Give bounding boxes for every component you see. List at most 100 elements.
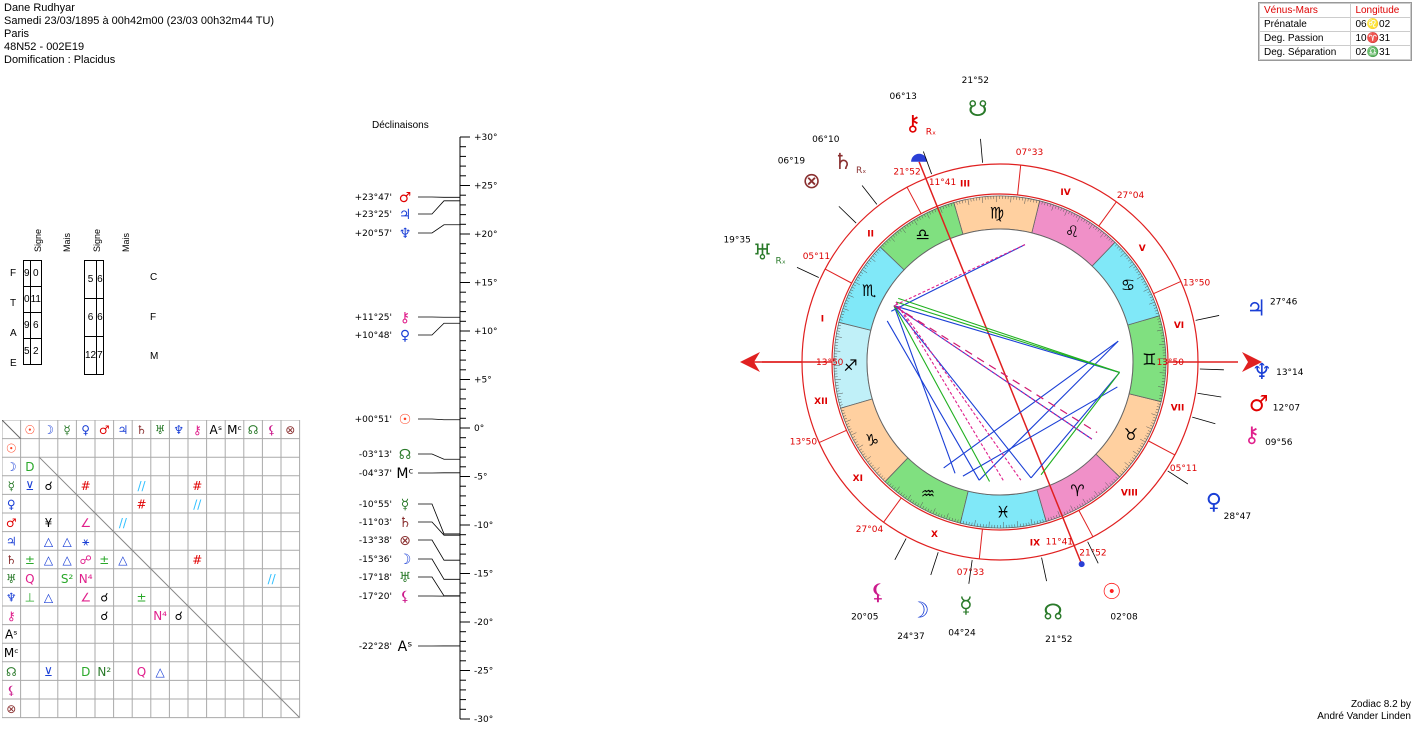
aspect-symbol: ∠ xyxy=(80,590,91,604)
declination-value: -13°38' xyxy=(359,536,392,546)
degree-tick xyxy=(837,327,841,329)
planet-leader xyxy=(1195,315,1220,321)
declination-value: -10°55' xyxy=(359,500,392,510)
degree-tick xyxy=(1137,273,1141,276)
planet-glyph: ⚷ xyxy=(1244,423,1260,448)
degree-tick xyxy=(894,233,898,236)
house-cusp xyxy=(906,186,922,214)
degree-tick xyxy=(864,455,867,458)
degree-tick xyxy=(1069,509,1071,513)
degree-tick xyxy=(1136,275,1143,280)
degree-tick xyxy=(1091,496,1094,500)
degree-tick xyxy=(1147,291,1151,293)
degree-tick xyxy=(838,322,845,324)
aspect-symbol: ⊻ xyxy=(44,665,53,679)
degree-tick xyxy=(874,467,880,472)
aspect-col-glyph: ☿ xyxy=(63,423,70,437)
degree-tick xyxy=(839,319,843,321)
aspect-line xyxy=(898,297,1120,373)
degree-tick xyxy=(878,248,881,252)
degree-tick xyxy=(916,218,919,222)
degree-tick xyxy=(860,450,864,454)
degree-tick xyxy=(924,507,927,511)
degree-tick xyxy=(1092,225,1096,229)
degree-tick xyxy=(840,316,844,318)
birth-datetime: Samedi 23/03/1895 à 00h42m00 (23/03 00h3… xyxy=(4,15,275,27)
aspect-col-glyph: ☉ xyxy=(25,423,36,437)
scale-label: +30° xyxy=(474,133,498,143)
planet-leader xyxy=(980,138,983,163)
row-label: A xyxy=(10,328,17,339)
degree-tick xyxy=(1060,207,1062,211)
planet-leader xyxy=(1041,557,1047,582)
sign-glyph: ♏ xyxy=(862,281,876,300)
degree-tick xyxy=(880,475,884,478)
degree-tick xyxy=(1074,506,1077,510)
degree-tick xyxy=(1138,447,1142,450)
planet-degree: 20°05 xyxy=(851,612,878,622)
house-number: XII xyxy=(814,397,828,407)
degree-tick xyxy=(1153,417,1157,419)
aspect-symbol: ± xyxy=(25,553,35,567)
degree-tick xyxy=(1088,498,1092,502)
declination-leader xyxy=(418,224,460,234)
degree-tick xyxy=(846,297,850,299)
degree-tick xyxy=(1160,392,1164,394)
declination-value: +23°47' xyxy=(355,193,392,203)
aspect-symbol: D xyxy=(81,665,90,679)
house-cusp xyxy=(818,429,847,443)
degree-tick xyxy=(1155,411,1159,414)
degree-tick xyxy=(874,253,877,256)
aspect-col-glyph: Aˢ xyxy=(210,423,223,437)
degree-tick xyxy=(1095,227,1098,230)
degree-tick xyxy=(1114,244,1118,247)
degree-tick xyxy=(872,466,876,470)
planet-glyph: ⚸ xyxy=(870,581,886,606)
degree-tick xyxy=(1127,259,1131,262)
fortune-aspect-line xyxy=(893,305,1098,434)
planet-degree: 06°10 xyxy=(812,135,840,145)
degree-tick xyxy=(888,238,891,242)
degree-tick xyxy=(1143,283,1147,286)
degree-tick xyxy=(1157,403,1161,405)
degree-tick xyxy=(847,425,851,428)
degree-tick xyxy=(1120,252,1126,257)
degree-tick xyxy=(1148,293,1152,296)
degree-tick xyxy=(889,483,892,486)
degree-tick xyxy=(855,279,859,282)
degree-tick xyxy=(1044,202,1046,206)
planet-glyph: ♃ xyxy=(1246,297,1266,322)
degree-tick xyxy=(842,308,849,311)
degree-tick xyxy=(1105,482,1110,488)
degree-tick xyxy=(1063,511,1066,515)
house-number: IV xyxy=(1060,188,1070,198)
grid-cell: 2 xyxy=(29,338,42,365)
grid-cell: 12 xyxy=(83,336,98,375)
degree-tick xyxy=(939,207,943,213)
degree-tick xyxy=(1153,307,1157,309)
aspect-line xyxy=(1030,372,1120,479)
vm-title: Vénus-Mars xyxy=(1258,3,1352,18)
degree-tick xyxy=(1049,203,1052,207)
degree-tick xyxy=(960,517,962,524)
degree-tick xyxy=(841,310,845,313)
retrograde-mark: Rₓ xyxy=(926,127,936,137)
degree-tick xyxy=(1145,435,1149,438)
degree-tick xyxy=(943,515,945,519)
degree-tick xyxy=(1140,278,1144,281)
aspect-col-glyph: ⚸ xyxy=(267,423,276,437)
degree-tick xyxy=(1133,266,1136,269)
degree-tick xyxy=(844,302,848,305)
sign-glyph: ♌ xyxy=(1065,222,1079,241)
degree-tick xyxy=(853,438,857,441)
degree-tick xyxy=(1153,315,1160,318)
aspect-line xyxy=(893,305,1032,479)
degree-tick xyxy=(1154,309,1158,312)
planet-leader xyxy=(923,151,932,175)
aspect-symbol: △ xyxy=(62,535,72,549)
house-number: V xyxy=(1139,244,1146,254)
degree-tick xyxy=(836,390,840,392)
house-cusp xyxy=(883,497,902,523)
degree-tick xyxy=(1070,212,1073,216)
